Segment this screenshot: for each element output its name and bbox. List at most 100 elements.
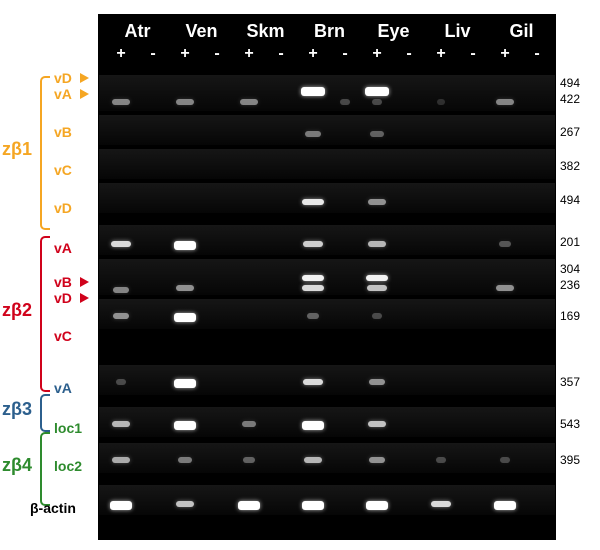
size-label-row_zb2_vA-0: 201: [560, 235, 580, 249]
band-row_zb2_vBD-3: [302, 285, 324, 291]
band-row_zb1_vB-0: [305, 131, 321, 137]
band-row_zb1_vDA-3: [301, 87, 325, 96]
band-row_zb1_vDA-1: [176, 99, 194, 105]
size-label-row_zb2_vBD-0: 304: [560, 262, 580, 276]
variant-label-zb1_vC: vC: [54, 162, 72, 178]
tissue-header-gil: Gil: [489, 21, 554, 42]
band-row_zb4_l2-6: [500, 457, 510, 463]
band-row_zb4_l1-4: [368, 421, 386, 427]
variant-label-zb2_vB_t: vB: [54, 274, 72, 290]
gel-row-row_zb1_vC: [99, 145, 555, 179]
group-brace-zb1: [40, 76, 50, 230]
band-row_zb1_vDA-6: [372, 99, 382, 105]
band-row_zb2_vA-4: [499, 241, 511, 247]
band-row_zb4_l2-4: [369, 457, 385, 463]
triangle-zb2_vB_t: [80, 277, 89, 287]
gel-row-row_zb2_vC: [99, 295, 555, 329]
variant-label-zb3_vA: vA: [54, 380, 72, 396]
variant-label-zb4_l2: loc2: [54, 458, 82, 474]
band-row_zb1_vD-1: [368, 199, 386, 205]
tissue-header-ven: Ven: [169, 21, 234, 42]
size-label-row_zb4_l2-0: 395: [560, 453, 580, 467]
pm-label-11: -: [457, 45, 489, 63]
band-row_zb4_l1-2: [242, 421, 256, 427]
variant-label-zb1_vB: vB: [54, 124, 72, 140]
gel-row-row_zb1_vDA: [99, 71, 555, 111]
gel-row-row_zb1_vB: [99, 111, 555, 145]
band-row_zb2_vC-2: [307, 313, 319, 319]
size-label-row_zb1_vD-0: 494: [560, 193, 580, 207]
size-label-row_zb4_l1-0: 543: [560, 417, 580, 431]
gel-row-row_zb4_l1: [99, 403, 555, 437]
size-label-row_zb1_vB-0: 267: [560, 125, 580, 139]
band-row_zb3_vA-3: [369, 379, 385, 385]
triangle-zb1_vA_t: [80, 89, 89, 99]
group-label-zb1: zβ1: [2, 139, 32, 160]
pm-label-13: -: [521, 45, 553, 63]
variant-label-zb1_vD: vD: [54, 200, 72, 216]
band-row_zb4_l1-3: [302, 421, 324, 430]
pm-label-0: +: [105, 45, 137, 63]
gel-row-row_zb4_l2: [99, 439, 555, 473]
band-row_actin-1: [176, 501, 194, 507]
variant-label-zb2_vA: vA: [54, 240, 72, 256]
pm-label-4: +: [233, 45, 265, 63]
gel-row-row_zb1_vD: [99, 179, 555, 213]
pm-label-2: +: [169, 45, 201, 63]
band-row_zb2_vBD-4: [366, 275, 388, 281]
gel-area: AtrVenSkmBrnEyeLivGil +-+-+-+-+-+-+-: [98, 14, 556, 540]
group-label-zb4: zβ4: [2, 455, 32, 476]
band-row_zb3_vA-1: [174, 379, 196, 388]
pm-label-6: +: [297, 45, 329, 63]
band-row_zb2_vBD-0: [113, 287, 129, 293]
variant-label-actin: β-actin: [30, 500, 76, 516]
band-row_zb2_vA-0: [111, 241, 131, 247]
pm-label-9: -: [393, 45, 425, 63]
band-row_zb1_vDA-8: [496, 99, 514, 105]
gel-row-row_zb3_vA: [99, 361, 555, 395]
tissue-header-skm: Skm: [233, 21, 298, 42]
band-row_zb1_vDA-4: [340, 99, 350, 105]
band-row_zb4_l1-0: [112, 421, 130, 427]
band-row_zb4_l2-1: [178, 457, 192, 463]
band-row_zb2_vA-3: [368, 241, 386, 247]
band-row_actin-5: [431, 501, 451, 507]
size-label-row_zb1_vC-0: 382: [560, 159, 580, 173]
pm-label-12: +: [489, 45, 521, 63]
size-label-row_zb2_vC-0: 169: [560, 309, 580, 323]
size-label-row_zb3_vA-0: 357: [560, 375, 580, 389]
band-row_zb1_vD-0: [302, 199, 324, 205]
triangle-zb1_vD_t: [80, 73, 89, 83]
triangle-zb2_vD_t: [80, 293, 89, 303]
gel-row-row_actin: [99, 481, 555, 515]
pm-label-8: +: [361, 45, 393, 63]
tissue-header-liv: Liv: [425, 21, 490, 42]
band-row_zb1_vDA-0: [112, 99, 130, 105]
band-row_zb3_vA-2: [303, 379, 323, 385]
band-row_zb4_l1-1: [174, 421, 196, 430]
band-row_zb4_l2-0: [112, 457, 130, 463]
band-row_zb2_vBD-6: [496, 285, 514, 291]
band-row_actin-2: [238, 501, 260, 510]
variant-label-zb2_vD_t: vD: [54, 290, 72, 306]
group-brace-zb3: [40, 394, 50, 432]
band-row_zb2_vBD-5: [367, 285, 387, 291]
size-label-row_zb1_vDA-1: 422: [560, 92, 580, 106]
variant-label-zb4_l1: loc1: [54, 420, 82, 436]
band-row_zb2_vC-1: [174, 313, 196, 322]
pm-label-5: -: [265, 45, 297, 63]
band-row_zb4_l2-3: [304, 457, 322, 463]
variant-label-zb2_vC: vC: [54, 328, 72, 344]
gel-row-row_zb2_vBD: [99, 255, 555, 295]
variant-label-zb1_vD_t: vD: [54, 70, 72, 86]
pm-label-1: -: [137, 45, 169, 63]
group-label-zb3: zβ3: [2, 399, 32, 420]
size-label-row_zb2_vBD-1: 236: [560, 278, 580, 292]
band-row_zb2_vA-1: [174, 241, 196, 250]
size-label-row_zb1_vDA-0: 494: [560, 76, 580, 90]
band-row_zb2_vBD-2: [302, 275, 324, 281]
band-row_actin-4: [366, 501, 388, 510]
pm-label-3: -: [201, 45, 233, 63]
band-row_zb2_vA-2: [303, 241, 323, 247]
tissue-header-eye: Eye: [361, 21, 426, 42]
